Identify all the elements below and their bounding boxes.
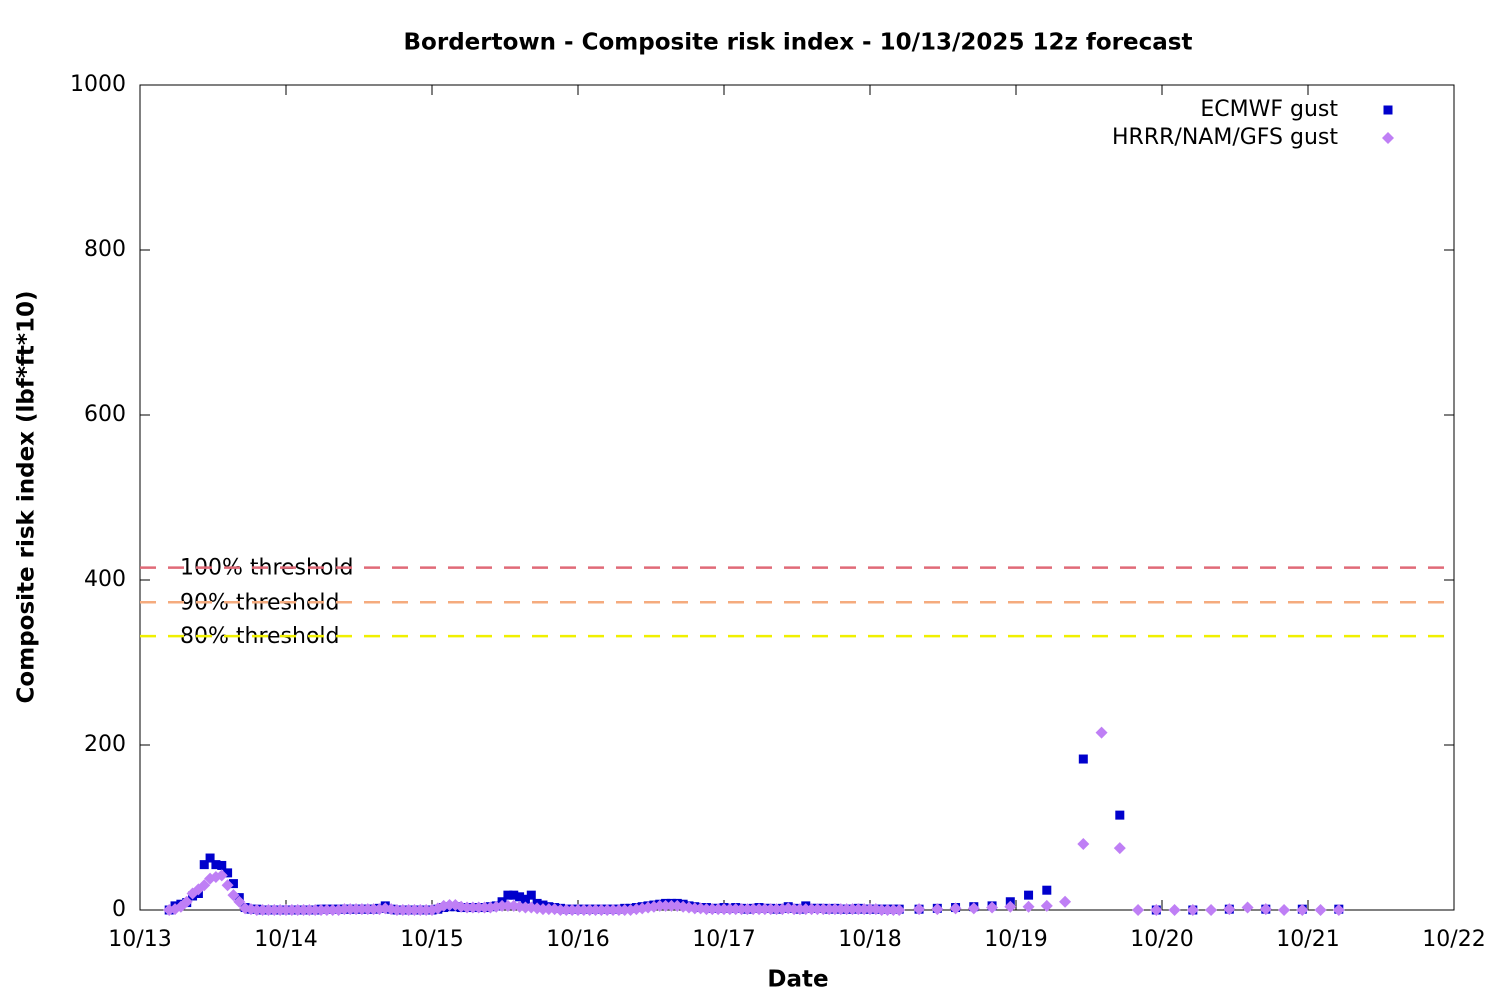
- point: [1186, 904, 1199, 916]
- point: [1059, 895, 1072, 908]
- x-tick-label: 10/17: [692, 927, 755, 952]
- point: [211, 860, 221, 870]
- point: [217, 860, 227, 870]
- x-tick-label: 10/21: [1276, 927, 1339, 952]
- point: [223, 868, 233, 878]
- point: [198, 879, 211, 892]
- x-tick-label: 10/15: [400, 927, 463, 952]
- x-axis-label: Date: [767, 967, 828, 993]
- legend-marker: [1383, 105, 1393, 115]
- point: [949, 902, 962, 915]
- point: [515, 892, 525, 902]
- point: [913, 903, 926, 916]
- y-tick-label: 200: [84, 732, 126, 757]
- point: [520, 894, 530, 904]
- point: [233, 895, 246, 908]
- point: [1078, 754, 1088, 764]
- x-tick-label: 10/22: [1422, 927, 1485, 952]
- point: [1205, 904, 1218, 916]
- x-tick-label: 10/20: [1130, 927, 1193, 952]
- point: [1004, 900, 1017, 913]
- point: [1259, 903, 1272, 916]
- point: [1314, 904, 1327, 916]
- point: [1296, 904, 1309, 916]
- point: [1113, 842, 1126, 855]
- point: [1132, 904, 1145, 916]
- point: [526, 890, 536, 900]
- y-axis-label: Composite risk index (lbf*ft*10): [14, 291, 40, 704]
- point: [228, 879, 238, 889]
- point: [931, 903, 944, 916]
- point: [1095, 726, 1108, 739]
- y-tick-label: 0: [112, 897, 126, 922]
- point: [503, 890, 513, 900]
- point: [1042, 885, 1052, 895]
- point: [1040, 899, 1053, 912]
- point: [227, 889, 240, 902]
- point: [1115, 810, 1125, 820]
- legend-label: HRRR/NAM/GFS gust: [1112, 125, 1338, 150]
- point: [1278, 904, 1291, 916]
- point: [1077, 838, 1090, 850]
- y-tick-label: 1000: [70, 72, 126, 97]
- point: [1332, 904, 1345, 916]
- point: [221, 879, 234, 892]
- x-tick-label: 10/16: [546, 927, 609, 952]
- point: [509, 890, 519, 900]
- y-tick-label: 400: [84, 567, 126, 592]
- point: [893, 904, 906, 916]
- point: [1168, 904, 1181, 916]
- point: [1223, 903, 1236, 916]
- point: [986, 901, 999, 914]
- point: [215, 869, 228, 882]
- y-tick-label: 800: [84, 237, 126, 262]
- point: [205, 853, 215, 863]
- point: [967, 902, 980, 915]
- point: [180, 895, 193, 908]
- x-tick-label: 10/19: [984, 927, 1047, 952]
- x-tick-label: 10/14: [254, 927, 317, 952]
- point: [1024, 890, 1034, 900]
- plot-frame: [139, 84, 1455, 911]
- point: [199, 860, 209, 870]
- y-tick-label: 600: [84, 402, 126, 427]
- point: [1241, 901, 1254, 914]
- point: [1022, 900, 1035, 913]
- chart-title: Bordertown - Composite risk index - 10/1…: [404, 30, 1193, 56]
- legend-label: ECMWF gust: [1200, 97, 1338, 122]
- x-tick-label: 10/18: [838, 927, 901, 952]
- point: [1150, 904, 1163, 916]
- legend-marker: [1382, 132, 1394, 144]
- x-tick-label: 10/13: [108, 927, 171, 952]
